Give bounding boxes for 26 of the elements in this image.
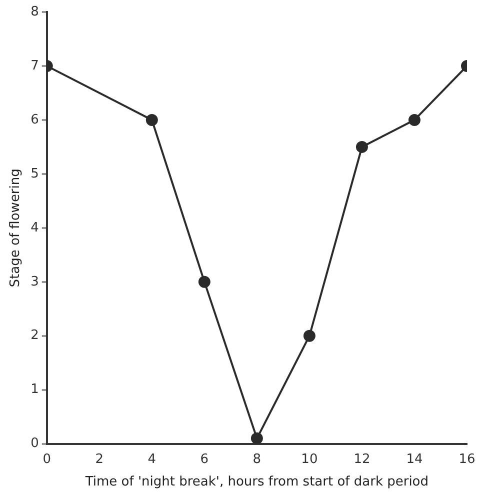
x-tick-label: 16 bbox=[458, 452, 476, 467]
y-tick-label: 5 bbox=[30, 166, 39, 182]
x-tick-label: 8 bbox=[252, 452, 262, 467]
point bbox=[146, 114, 158, 126]
y-tick-label: 1 bbox=[30, 382, 39, 398]
x-tick-label: 6 bbox=[200, 452, 209, 467]
x-tick-label: 10 bbox=[301, 452, 318, 467]
point bbox=[408, 114, 420, 126]
y-tick-label: 2 bbox=[30, 328, 39, 344]
x-axis-title: Time of 'night break', hours from start of dark period bbox=[84, 474, 429, 490]
y-axis-title: Stage of flowering bbox=[8, 168, 24, 288]
y-tick-label: 8 bbox=[30, 4, 39, 20]
y-tick-label: 7 bbox=[30, 58, 39, 74]
x-tick-label: 4 bbox=[148, 452, 156, 467]
x-tick-label: 2 bbox=[95, 452, 104, 467]
x-tick-label: 12 bbox=[354, 452, 370, 467]
point bbox=[198, 276, 210, 288]
y-tick-label: 3 bbox=[30, 274, 39, 290]
y-tick-label: 6 bbox=[30, 112, 39, 128]
x-tick-label: 0 bbox=[42, 452, 52, 467]
point bbox=[356, 140, 368, 153]
y-tick-label: 4 bbox=[30, 220, 39, 236]
point bbox=[303, 330, 316, 342]
y-tick-label: 0 bbox=[30, 436, 39, 452]
x-tick-label: 14 bbox=[406, 452, 423, 467]
point bbox=[250, 432, 263, 444]
